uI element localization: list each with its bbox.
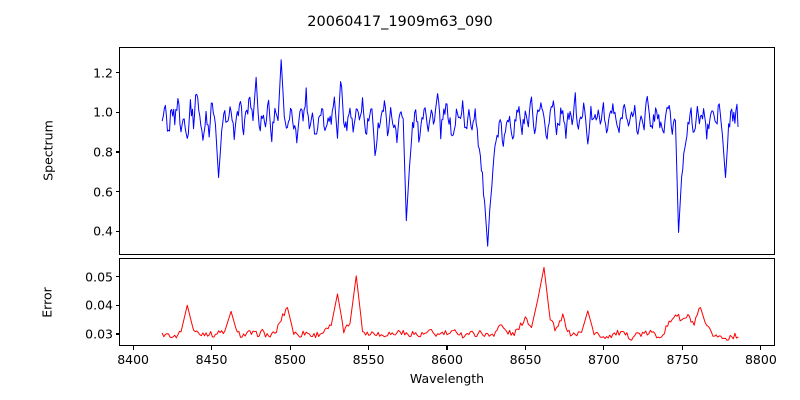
y-tick-spectrum xyxy=(115,72,119,74)
error-line-series xyxy=(161,266,739,341)
x-tick-label: 8600 xyxy=(431,352,463,367)
y-tick-spectrum xyxy=(115,111,119,113)
y-tick-label-spectrum: 0.4 xyxy=(93,223,113,239)
y-tick-spectrum xyxy=(115,151,119,153)
error-plot-area xyxy=(119,258,775,346)
page-title: 20060417_1909m63_090 xyxy=(307,14,493,30)
x-tick-label: 8650 xyxy=(509,352,542,367)
y-tick-spectrum xyxy=(115,230,119,232)
y-tick-spectrum xyxy=(115,191,119,193)
x-tick xyxy=(681,346,683,350)
spectrum-line-series xyxy=(161,59,739,247)
y-tick-error xyxy=(115,276,119,278)
x-tick xyxy=(446,346,448,350)
y-tick-label-spectrum: 1.2 xyxy=(93,65,113,81)
y-tick-error xyxy=(115,333,119,335)
y-axis-label-error: Error xyxy=(39,287,55,318)
x-tick xyxy=(289,346,291,350)
x-axis-label: Wavelength xyxy=(409,371,485,386)
y-tick-label-error: 0.05 xyxy=(85,269,113,285)
y-axis-label-spectrum: Spectrum xyxy=(40,120,56,181)
x-tick-label: 8450 xyxy=(195,352,228,367)
y-tick-label-spectrum: 0.6 xyxy=(93,184,113,200)
x-tick xyxy=(132,346,134,350)
y-tick-label-error: 0.03 xyxy=(85,326,113,342)
x-tick-label: 8400 xyxy=(117,352,150,367)
x-tick xyxy=(211,346,213,350)
y-tick-label-spectrum: 0.8 xyxy=(93,144,113,160)
spectrum-plot-area xyxy=(119,47,775,255)
x-tick xyxy=(524,346,526,350)
x-tick-label: 8750 xyxy=(666,352,699,367)
x-tick-label: 8700 xyxy=(588,352,620,367)
x-tick xyxy=(367,346,370,350)
x-tick xyxy=(760,346,762,350)
x-tick-label: 8550 xyxy=(352,352,385,367)
y-tick-error xyxy=(115,304,119,306)
x-tick-label: 8800 xyxy=(744,352,777,367)
y-tick-label-error: 0.04 xyxy=(85,297,113,313)
x-tick-label: 8500 xyxy=(274,352,306,367)
y-tick-label-spectrum: 1.0 xyxy=(93,104,113,120)
x-tick xyxy=(603,346,605,350)
